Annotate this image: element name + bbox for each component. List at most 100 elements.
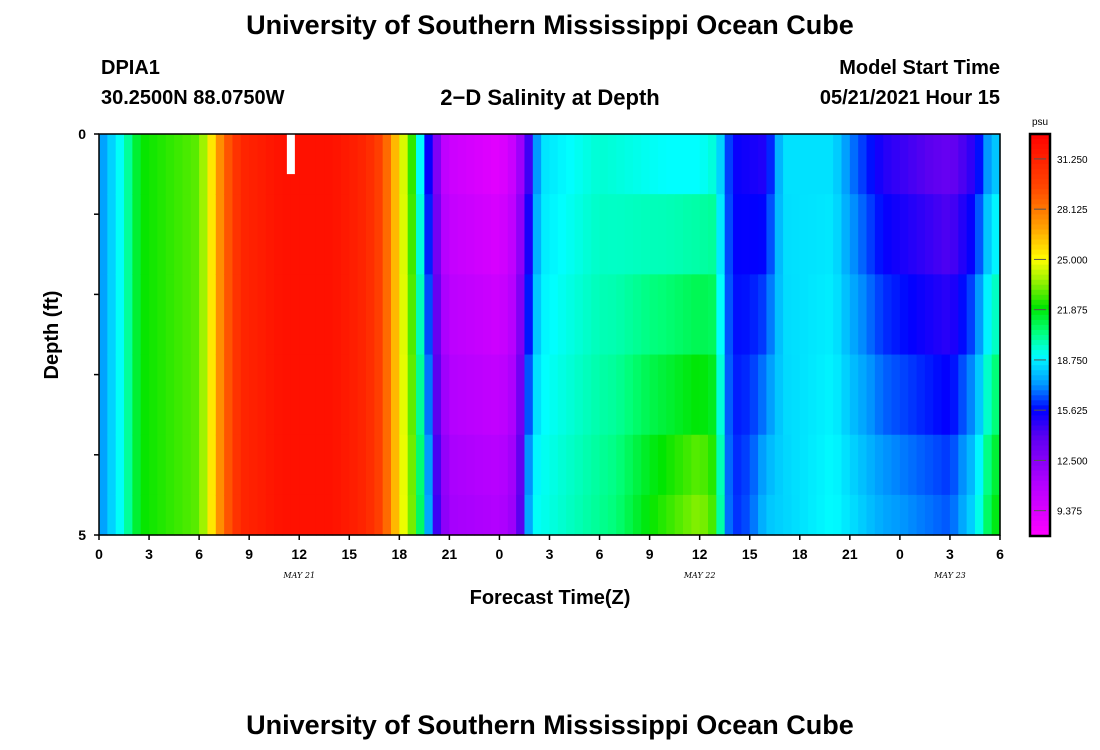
heatmap-cell [474,494,484,536]
heatmap-cell [866,434,876,496]
heatmap-cell [733,134,742,195]
heatmap-cell [374,194,384,275]
heatmap-cell [708,134,717,195]
x-tick-label: 0 [95,546,103,562]
heatmap-cell [582,354,592,436]
heatmap-cell [215,434,225,496]
heatmap-cell [290,134,300,195]
heatmap-cell [933,494,943,536]
heatmap-cell [674,274,684,356]
x-axis-title: Forecast Time(Z) [470,587,631,609]
colorbar-segment [1030,405,1050,411]
heatmap-cell [591,194,601,275]
heatmap-cell [432,494,442,536]
colorbar-label: 25.000 [1057,255,1088,266]
heatmap-cell [833,274,843,356]
heatmap-cell [115,194,125,275]
heatmap-cell [883,274,893,356]
heatmap-cell [783,434,793,496]
heatmap-cell [691,194,701,275]
heatmap-cell [115,274,125,356]
heatmap-cell [691,134,701,195]
heatmap-cell [274,494,284,536]
heatmap-cell [424,274,434,356]
heatmap-cell [741,274,751,356]
heatmap-cell [824,194,834,275]
heatmap-cell [933,274,943,356]
heatmap-cell [215,194,225,275]
heatmap-cell [424,134,434,195]
heatmap-cell [708,274,717,356]
heatmap-cell [349,194,359,275]
heatmap-cell [766,494,776,536]
colorbar-segment [1030,264,1050,271]
heatmap-cell [466,274,476,356]
heatmap-cell [474,134,484,195]
heatmap-cell [382,134,392,195]
heatmap-cell [883,134,893,195]
heatmap-cell [816,134,826,195]
heatmap-cell [365,434,375,496]
heatmap-cell [991,134,1001,195]
colorbar-segment [1030,365,1050,371]
heatmap-cell [674,434,684,496]
heatmap-cell [174,354,184,436]
heatmap-cell [599,134,609,195]
heatmap-cell [858,434,868,496]
colorbar-segment [1030,435,1050,442]
heatmap-cell [140,434,150,496]
heatmap-cell [599,274,609,356]
colorbar-segment [1030,329,1050,336]
heatmap-cell [941,134,951,195]
colorbar-segment [1030,164,1050,170]
colorbar-segment [1030,299,1050,306]
heatmap-cell [758,354,767,436]
heatmap-cell [958,354,968,436]
heatmap-cell [908,354,918,436]
heatmap-cell [257,194,267,275]
heatmap-cell [99,274,108,356]
heatmap-cell [332,134,342,195]
heatmap-cell [891,494,901,536]
heatmap-cell [891,434,901,496]
heatmap-cell [257,274,267,356]
colorbar-segment [1030,515,1050,522]
colorbar-segment [1030,174,1050,180]
colorbar-label: 9.375 [1057,507,1082,518]
heatmap-cell [741,434,751,496]
heatmap-cell [532,434,542,496]
x-tick-label: 6 [195,546,203,562]
heatmap-cell [232,134,242,195]
x-date-label: MAY 21 [282,571,315,580]
heatmap-cell [199,274,209,356]
heatmap-cell [566,434,576,496]
colorbar: 31.250 28.125 25.000 21.875 18.750 15.625 12.5… [1028,132,1088,538]
heatmap-cell [991,274,1001,356]
heatmap-cell [549,194,559,275]
colorbar-label: 28.125 [1057,205,1088,216]
colorbar-segment [1030,415,1050,422]
heatmap-cell [641,134,651,195]
heatmap-cell [682,194,692,275]
x-tick-label: 21 [442,546,458,562]
heatmap-cell [849,134,859,195]
heatmap-cell [124,134,133,195]
heatmap-cell [557,194,567,275]
station-id: DPIA1 [101,57,160,79]
heatmap-cell [349,134,359,195]
heatmap-cell [274,274,284,356]
heatmap-cell [607,134,617,195]
heatmap-cell [524,434,534,496]
heatmap-cell [399,434,409,496]
heatmap-cell [324,434,334,496]
heatmap-cell [974,494,984,536]
heatmap-cell [132,354,142,436]
heatmap-cell [824,434,834,496]
colorbar-segment [1030,400,1050,406]
heatmap-cell [124,494,133,536]
heatmap-cell [240,134,250,195]
heatmap-cell [891,194,901,275]
heatmap-cell [224,274,234,356]
heatmap-cell [983,194,993,275]
heatmap-cell [340,434,350,496]
